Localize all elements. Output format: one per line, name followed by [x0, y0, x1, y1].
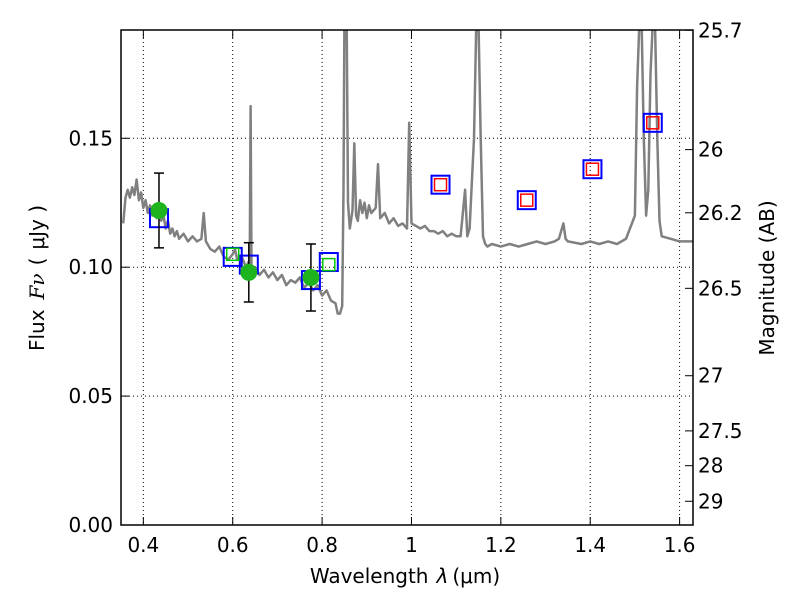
inner-photometry-square	[433, 177, 448, 192]
plot-frame	[120, 29, 694, 526]
observed-point	[302, 269, 320, 286]
observed-point	[150, 201, 168, 219]
inner-photometry-square	[585, 162, 600, 176]
model-photometry-square	[516, 190, 537, 211]
x-tick-label: 1.6	[664, 533, 696, 557]
model-spectrum-line	[121, 30, 693, 315]
inner-photometry-square	[646, 116, 660, 130]
observed-point	[240, 263, 258, 281]
inner-photometry-square	[225, 247, 240, 262]
y2-tick-label: 25.7	[698, 18, 743, 42]
y2-axis-label: Magnitude (AB)	[755, 200, 779, 355]
y2-tick-label: 26.2	[698, 201, 743, 225]
x-axis-label: Wavelength λ (μm)	[310, 564, 500, 588]
x-tick-label: 1	[405, 533, 418, 557]
y2-tick-label: 29	[698, 489, 723, 513]
y-axis-label: FluxFν(μJy )	[25, 205, 49, 351]
model-photometry-square	[582, 159, 603, 180]
y-tick-label: 0.10	[68, 255, 113, 279]
y-tick-label: 0.05	[68, 384, 113, 408]
y2-tick-label: 26.5	[698, 276, 743, 300]
y2-tick-label: 27.5	[698, 419, 743, 443]
y2-tick-label: 27	[698, 364, 723, 388]
y2-tick-label: 26	[698, 138, 723, 162]
model-photometry-square	[642, 112, 663, 133]
axis-ticks	[121, 29, 693, 526]
axis-tick-labels: 0.4 0.6 0.8 1 1.2 1.4 1.6 0.00 0.05 0.10 0.15 25.7 2…	[68, 18, 742, 557]
x-tick-label: 1.2	[485, 533, 517, 557]
y-tick-label: 0.00	[68, 513, 113, 537]
y2-tick-label: 28	[698, 454, 723, 478]
x-tick-label: 0.6	[217, 533, 249, 557]
inner-photometry-square	[520, 193, 534, 207]
x-tick-label: 1.4	[574, 533, 606, 557]
inner-photometry-square	[322, 257, 336, 272]
x-tick-label: 0.4	[127, 533, 159, 557]
x-tick-label: 0.8	[306, 533, 338, 557]
model-photometry-square	[430, 174, 451, 195]
plot-area	[121, 30, 693, 315]
y-tick-label: 0.15	[68, 126, 113, 150]
